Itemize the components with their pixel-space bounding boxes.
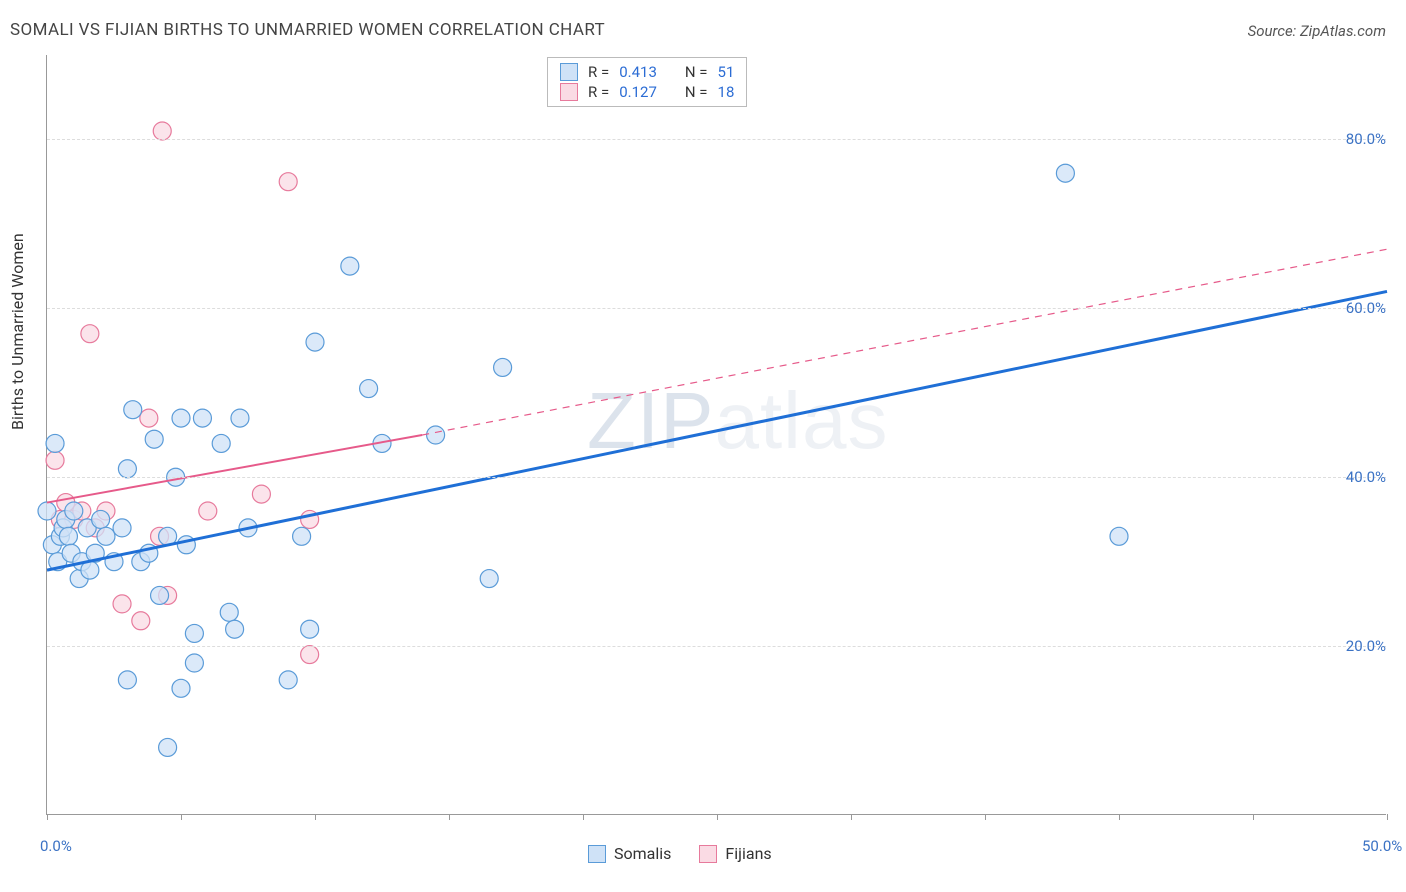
gridline xyxy=(47,646,1386,647)
r-value: 0.127 xyxy=(619,83,657,101)
data-point xyxy=(279,173,297,191)
r-label: R = xyxy=(588,83,609,101)
x-tick xyxy=(449,814,450,820)
gridline xyxy=(47,477,1386,478)
x-tick xyxy=(583,814,584,820)
r-value: 0.413 xyxy=(619,63,657,81)
data-point xyxy=(145,430,163,448)
data-point xyxy=(494,358,512,376)
series-legend: Somalis Fijians xyxy=(588,844,772,863)
data-point xyxy=(46,451,64,469)
x-tick xyxy=(315,814,316,820)
x-tick xyxy=(1253,814,1254,820)
y-tick-label: 80.0% xyxy=(1346,130,1386,148)
legend-row: R = 0.413 N = 51 xyxy=(560,62,734,82)
scatter-svg xyxy=(47,55,1386,814)
trend-line xyxy=(47,435,422,503)
legend-swatch xyxy=(560,83,578,101)
series-label: Somalis xyxy=(614,844,671,863)
x-tick-label: 0.0% xyxy=(40,837,72,855)
data-point xyxy=(226,620,244,638)
n-label: N = xyxy=(685,83,708,101)
n-value: 18 xyxy=(718,83,735,101)
y-tick-label: 40.0% xyxy=(1346,468,1386,486)
data-point xyxy=(480,570,498,588)
plot-area: ZIPatlas R =0.413N =51R =0.127N =18 xyxy=(46,55,1386,815)
data-point xyxy=(92,510,110,528)
data-point xyxy=(81,325,99,343)
data-point xyxy=(59,527,77,545)
legend-swatch xyxy=(699,845,717,863)
gridline xyxy=(47,308,1386,309)
data-point xyxy=(172,679,190,697)
data-point xyxy=(220,603,238,621)
data-point xyxy=(153,122,171,140)
data-point xyxy=(193,409,211,427)
data-point xyxy=(231,409,249,427)
data-point xyxy=(118,671,136,689)
data-point xyxy=(279,671,297,689)
x-tick xyxy=(851,814,852,820)
x-tick xyxy=(985,814,986,820)
y-tick-label: 60.0% xyxy=(1346,299,1386,317)
x-tick xyxy=(1119,814,1120,820)
legend-swatch xyxy=(560,63,578,81)
n-value: 51 xyxy=(718,63,735,81)
legend-row: R = 0.127 N = 18 xyxy=(560,82,734,102)
data-point xyxy=(65,502,83,520)
series-label: Fijians xyxy=(725,844,771,863)
legend-swatch xyxy=(588,845,606,863)
y-axis-label: Births to Unmarried Women xyxy=(8,233,27,430)
data-point xyxy=(341,257,359,275)
x-tick xyxy=(1387,814,1388,820)
x-tick-label: 50.0% xyxy=(1362,837,1402,855)
data-point xyxy=(1110,527,1128,545)
series-legend-item: Somalis xyxy=(588,844,671,863)
source-label: Source: ZipAtlas.com xyxy=(1248,22,1386,40)
data-point xyxy=(301,646,319,664)
n-label: N = xyxy=(685,63,708,81)
data-point xyxy=(159,738,177,756)
data-point xyxy=(212,434,230,452)
data-point xyxy=(172,409,190,427)
data-point xyxy=(199,502,217,520)
data-point xyxy=(113,595,131,613)
data-point xyxy=(293,527,311,545)
data-point xyxy=(113,519,131,537)
y-tick-label: 20.0% xyxy=(1346,637,1386,655)
correlation-legend: R = 0.413 N = 51 R = 0.127 N = 18 xyxy=(547,57,747,107)
data-point xyxy=(97,527,115,545)
data-point xyxy=(140,409,158,427)
chart-title: SOMALI VS FIJIAN BIRTHS TO UNMARRIED WOM… xyxy=(10,20,605,40)
data-point xyxy=(38,502,56,520)
data-point xyxy=(1056,164,1074,182)
gridline xyxy=(47,139,1386,140)
series-legend-item: Fijians xyxy=(699,844,771,863)
trend-line xyxy=(422,249,1387,435)
data-point xyxy=(124,401,142,419)
data-point xyxy=(46,434,64,452)
r-label: R = xyxy=(588,63,609,81)
data-point xyxy=(151,586,169,604)
data-point xyxy=(185,624,203,642)
x-tick xyxy=(717,814,718,820)
data-point xyxy=(427,426,445,444)
x-tick xyxy=(47,814,48,820)
data-point xyxy=(306,333,324,351)
data-point xyxy=(185,654,203,672)
data-point xyxy=(252,485,270,503)
data-point xyxy=(132,612,150,630)
chart-container: SOMALI VS FIJIAN BIRTHS TO UNMARRIED WOM… xyxy=(0,0,1406,892)
x-tick xyxy=(181,814,182,820)
trend-line xyxy=(47,291,1387,570)
data-point xyxy=(360,380,378,398)
data-point xyxy=(118,460,136,478)
data-point xyxy=(301,620,319,638)
